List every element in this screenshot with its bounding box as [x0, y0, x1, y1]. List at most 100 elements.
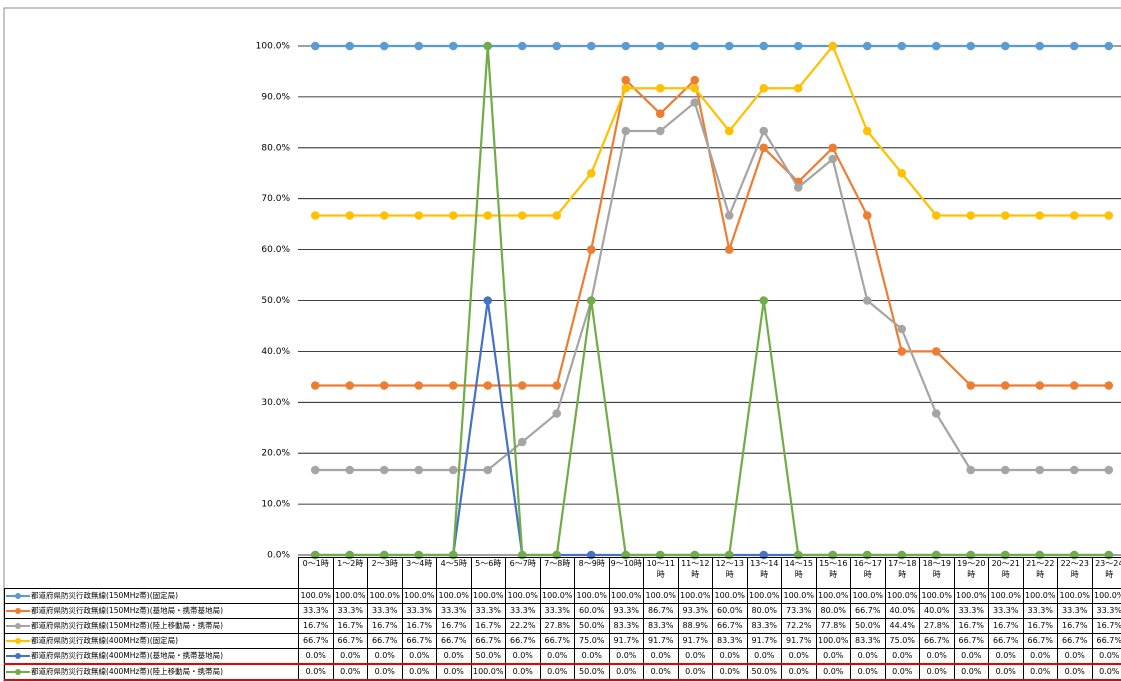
data-point [655, 109, 665, 118]
table-value: 66.7% [367, 633, 403, 649]
table-value: 0.0% [781, 663, 817, 681]
table-value: 93.3% [608, 603, 644, 619]
data-point [483, 465, 493, 475]
category-label: 4～5時 [436, 557, 472, 589]
table-value: 16.7% [1022, 618, 1058, 634]
y-tick-label: 10.0% [261, 500, 290, 510]
data-point [621, 83, 631, 93]
data-point [931, 41, 941, 51]
data-point [448, 211, 458, 220]
table-value: 100.0% [712, 588, 748, 604]
data-point [621, 41, 631, 51]
table-value: 66.7% [539, 633, 575, 649]
table-value: 0.0% [1057, 663, 1093, 681]
table-value: 27.8% [919, 618, 955, 634]
table-value: 0.0% [1091, 663, 1121, 681]
table-value: 0.0% [1057, 648, 1093, 665]
data-point [483, 211, 493, 220]
table-value: 88.9% [677, 618, 713, 634]
legend-cell: 都道府県防災行政無線(400MHz帯)(基地局・携帯基地局) [4, 648, 299, 665]
data-point [517, 41, 527, 51]
data-point [931, 211, 941, 220]
data-point [621, 126, 631, 136]
table-value: 91.7% [746, 633, 782, 649]
category-label: 6～7時 [505, 557, 541, 589]
data-point [897, 324, 907, 334]
category-label: 1～2時 [332, 557, 368, 589]
table-value: 0.0% [953, 663, 989, 681]
data-point [655, 41, 665, 51]
legend-cell: 都道府県防災行政無線(150MHz帯)(陸上移動局・携帯局) [4, 618, 299, 634]
category-label: 11～12時 [677, 557, 713, 589]
category-label: 22～23時 [1057, 557, 1093, 589]
table-value: 60.0% [574, 603, 610, 619]
legend-swatch [6, 638, 30, 644]
category-label: 12～13時 [712, 557, 748, 589]
data-point [345, 465, 355, 475]
table-value: 0.0% [712, 648, 748, 665]
table-value: 0.0% [919, 663, 955, 681]
table-value: 0.0% [850, 648, 886, 665]
table-value: 86.7% [643, 603, 679, 619]
table-value: 100.0% [781, 588, 817, 604]
legend-cell: 都道府県防災行政無線(400MHz帯)(陸上移動局・携帯局) [4, 663, 299, 681]
data-point [828, 143, 838, 153]
data-point [690, 83, 700, 93]
table-value: 40.0% [919, 603, 955, 619]
table-value: 100.0% [1022, 588, 1058, 604]
legend-cell: 都道府県防災行政無線(400MHz帯)(固定局) [4, 633, 299, 649]
data-point [690, 98, 700, 107]
category-label: 0～1時 [298, 557, 334, 589]
data-point [586, 245, 596, 254]
category-label: 15～16時 [815, 557, 851, 589]
data-point [414, 465, 424, 475]
table-value: 33.3% [298, 603, 334, 619]
table-value: 83.3% [643, 618, 679, 634]
table-value: 0.0% [332, 648, 368, 665]
data-point [1069, 211, 1079, 220]
table-value: 0.0% [850, 663, 886, 681]
data-point [345, 41, 355, 51]
table-value: 0.0% [643, 648, 679, 665]
table-value: 77.8% [815, 618, 851, 634]
table-value: 100.0% [815, 588, 851, 604]
category-label: 20～21時 [988, 557, 1024, 589]
data-point [931, 347, 941, 356]
data-row: 都道府県防災行政無線(400MHz帯)(固定局) 66.7% 66.7% 66.7% 6… [4, 633, 1121, 649]
category-label: 23～24時 [1091, 557, 1121, 589]
table-value: 83.3% [608, 618, 644, 634]
data-point [310, 41, 320, 51]
table-value: 0.0% [574, 648, 610, 665]
data-point [1104, 465, 1114, 475]
table-value: 0.0% [505, 648, 541, 665]
legend-swatch [6, 653, 30, 659]
table-value: 0.0% [988, 648, 1024, 665]
data-point [414, 381, 424, 390]
table-value: 100.0% [953, 588, 989, 604]
data-row: 都道府県防災行政無線(400MHz帯)(陸上移動局・携帯局) 0.0% 0.0% 0.… [4, 663, 1121, 681]
legend-marker [15, 638, 21, 644]
table-value: 91.7% [608, 633, 644, 649]
y-tick-label: 40.0% [261, 347, 290, 357]
data-point [759, 126, 769, 136]
table-value: 83.3% [850, 633, 886, 649]
table-value: 16.7% [470, 618, 506, 634]
data-point [379, 211, 389, 220]
table-value: 100.0% [1091, 588, 1121, 604]
category-label: 14～15時 [781, 557, 817, 589]
data-point [448, 465, 458, 475]
table-value: 100.0% [746, 588, 782, 604]
data-point [1069, 381, 1079, 390]
data-point [897, 168, 907, 178]
data-point [897, 347, 907, 356]
table-value: 0.0% [815, 648, 851, 665]
table-value: 66.7% [470, 633, 506, 649]
data-point [966, 41, 976, 51]
legend-label: 都道府県防災行政無線(150MHz帯)(固定局) [31, 591, 179, 600]
table-value: 0.0% [781, 648, 817, 665]
table-value: 100.0% [850, 588, 886, 604]
table-value: 0.0% [436, 663, 472, 681]
y-tick-label: 30.0% [261, 398, 290, 408]
legend-marker [15, 623, 21, 629]
legend-swatch [6, 623, 30, 629]
